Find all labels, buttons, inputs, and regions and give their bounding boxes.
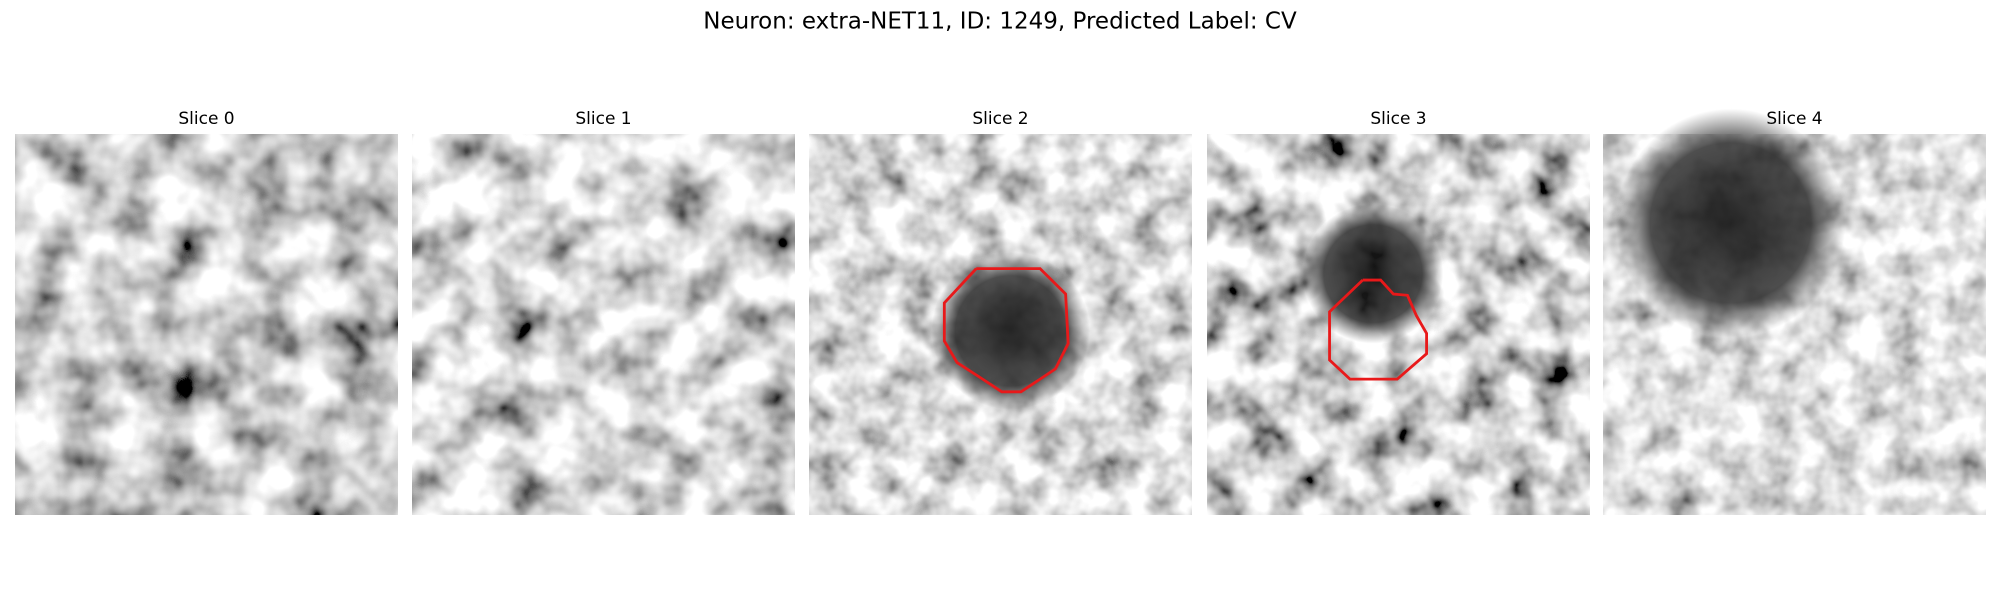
image-panel [809, 134, 1192, 515]
panel-title: Slice 0 [178, 109, 234, 129]
image-panel [1207, 134, 1590, 515]
dark-soma [1302, 203, 1444, 344]
figure-title: Neuron: extra-NET11, ID: 1249, Predicted… [703, 9, 1297, 35]
image-panel [1603, 108, 1986, 515]
roi-contour [1328, 278, 1428, 381]
panel-title: Slice 1 [575, 109, 631, 129]
dark-soma [1615, 108, 1846, 338]
slice-image [412, 134, 795, 515]
slice-image [15, 134, 398, 515]
image-panel [15, 134, 398, 515]
panel-title: Slice 3 [1370, 109, 1426, 129]
roi-contour [942, 267, 1070, 394]
panel-title: Slice 2 [972, 109, 1028, 129]
image-panel [412, 134, 795, 515]
